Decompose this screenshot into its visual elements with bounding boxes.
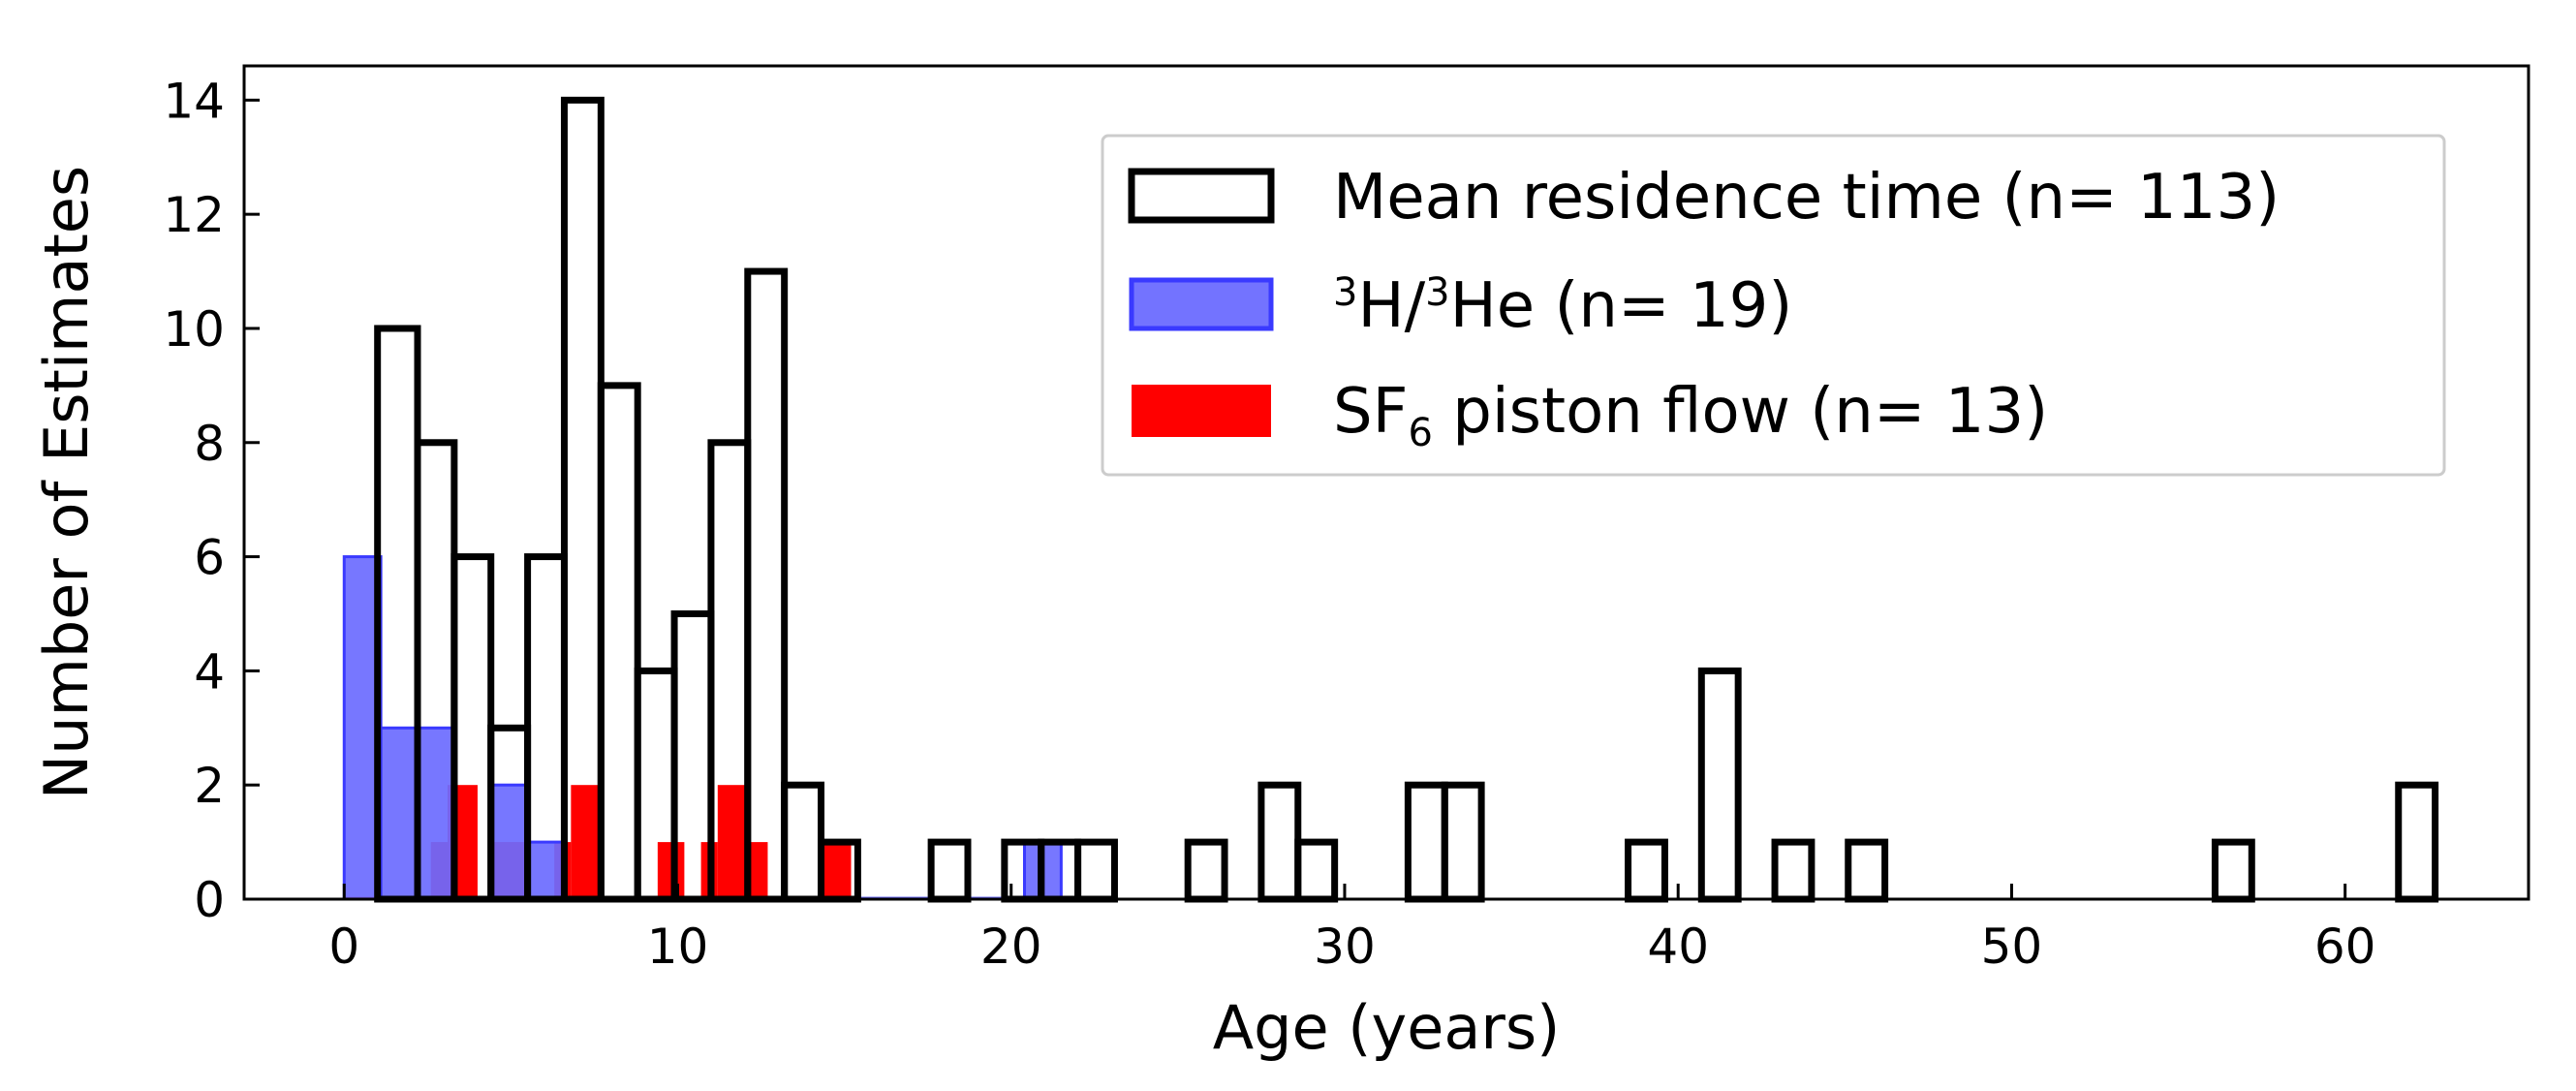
h3-he3-bar: [489, 783, 530, 901]
h3-he3-bar: [416, 726, 456, 901]
h3-he3-bar: [526, 840, 566, 901]
y-tick-label: 6: [194, 530, 225, 586]
mrt-bar: [1257, 781, 1302, 903]
legend-sf6-part2: piston flow (n= 13): [1433, 376, 2048, 448]
sf6-bar: [823, 842, 852, 899]
mrt-bar: [927, 838, 972, 903]
y-tick-label: 12: [163, 187, 225, 243]
mrt-bar: [744, 267, 789, 903]
legend-h3-sup2: 3: [1425, 270, 1449, 315]
x-axis-label: Age (years): [1213, 992, 1561, 1063]
legend-label-h3-he3: 3H/3He (n= 19): [1333, 270, 1792, 342]
mrt-bar: [1404, 781, 1448, 903]
mrt-bar: [1845, 838, 1889, 903]
mrt-bar: [1625, 838, 1668, 903]
mrt-bar: [560, 96, 605, 903]
legend-h3-part1: H/: [1357, 270, 1425, 342]
y-tick-label: 4: [194, 643, 225, 700]
y-tick-label: 2: [194, 758, 225, 814]
legend-label-sf6: SF6 piston flow (n= 13): [1333, 376, 2048, 455]
mrt-bar: [1294, 838, 1339, 903]
mrt-bar: [1184, 838, 1228, 903]
legend-h3-sup1: 3: [1333, 270, 1357, 315]
legend-swatch-sf6: [1132, 385, 1271, 437]
y-tick-label: 0: [194, 872, 225, 928]
x-tick-label: 60: [2314, 919, 2376, 975]
sf6-bar: [717, 785, 748, 899]
axis-ticks: 0 10 20 30 40 50 60 0 2 4 6 8 10 12 14: [163, 73, 2375, 975]
y-tick-label: 10: [163, 301, 225, 358]
x-tick-label: 30: [1314, 919, 1376, 975]
legend-sf6-part1: SF: [1333, 376, 1408, 448]
x-tick-label: 50: [1981, 919, 2043, 975]
x-tick-label: 10: [647, 919, 709, 975]
legend-h3-part2: He (n= 19): [1450, 270, 1793, 342]
sf6-bar: [571, 785, 602, 899]
legend-label-mean-residence-time: Mean residence time (n= 113): [1333, 162, 2280, 234]
mrt-bar: [2395, 781, 2439, 903]
mrt-bar: [1771, 838, 1816, 903]
y-tick-label: 8: [194, 416, 225, 472]
legend-swatch-h3-he3: [1129, 277, 1274, 331]
x-tick-label: 0: [328, 919, 359, 975]
y-axis-label: Number of Estimates: [31, 166, 102, 799]
x-tick-label: 40: [1647, 919, 1709, 975]
mrt-bar: [1074, 838, 1118, 903]
plot-frame: [242, 64, 2530, 901]
h3-he3-bar: [379, 726, 419, 901]
mrt-bar: [2211, 838, 2255, 903]
legend: Mean residence time (n= 113) 3H/3He (n= …: [1101, 134, 2446, 477]
mrt-bar: [1697, 667, 1742, 903]
legend-sf6-sub: 6: [1408, 411, 1432, 455]
legend-frame: [1101, 134, 2446, 477]
legend-swatch-mean-residence-time: [1128, 168, 1275, 224]
mrt-bar: [597, 382, 641, 903]
mrt-bar: [1441, 781, 1485, 903]
sf6-bar: [747, 842, 768, 899]
y-tick-label: 14: [163, 73, 225, 129]
x-tick-label: 20: [980, 919, 1042, 975]
mrt-bar: [781, 781, 825, 903]
